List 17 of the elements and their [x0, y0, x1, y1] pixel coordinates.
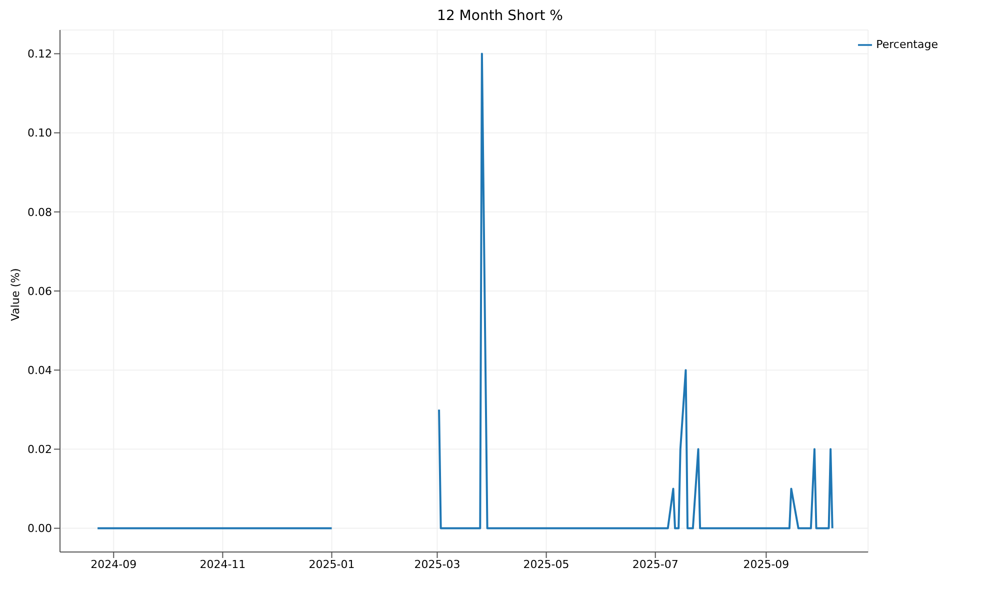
x-tick-label: 2025-03	[414, 558, 460, 571]
y-tick-label: 0.00	[28, 522, 52, 536]
x-tick-label: 2024-11	[200, 558, 246, 571]
x-tick-label: 2025-01	[308, 558, 355, 571]
chart-title: 12 Month Short %	[436, 8, 564, 24]
legend-label: Percentage	[876, 38, 938, 52]
x-tick-label: 2025-07	[632, 558, 678, 571]
y-axis-title: Value (%)	[8, 268, 22, 321]
y-tick-label: 0.04	[28, 364, 52, 377]
x-tick-label: 2025-05	[523, 558, 570, 571]
y-tick-label: 0.12	[28, 48, 52, 61]
y-tick-label: 0.06	[28, 284, 52, 298]
x-tick-label: 2025-09	[743, 558, 790, 571]
y-tick-label: 0.08	[28, 206, 52, 219]
y-tick-label: 0.10	[28, 126, 52, 140]
x-tick-label: 2024-09	[90, 558, 137, 571]
y-tick-label: 0.02	[28, 443, 52, 456]
